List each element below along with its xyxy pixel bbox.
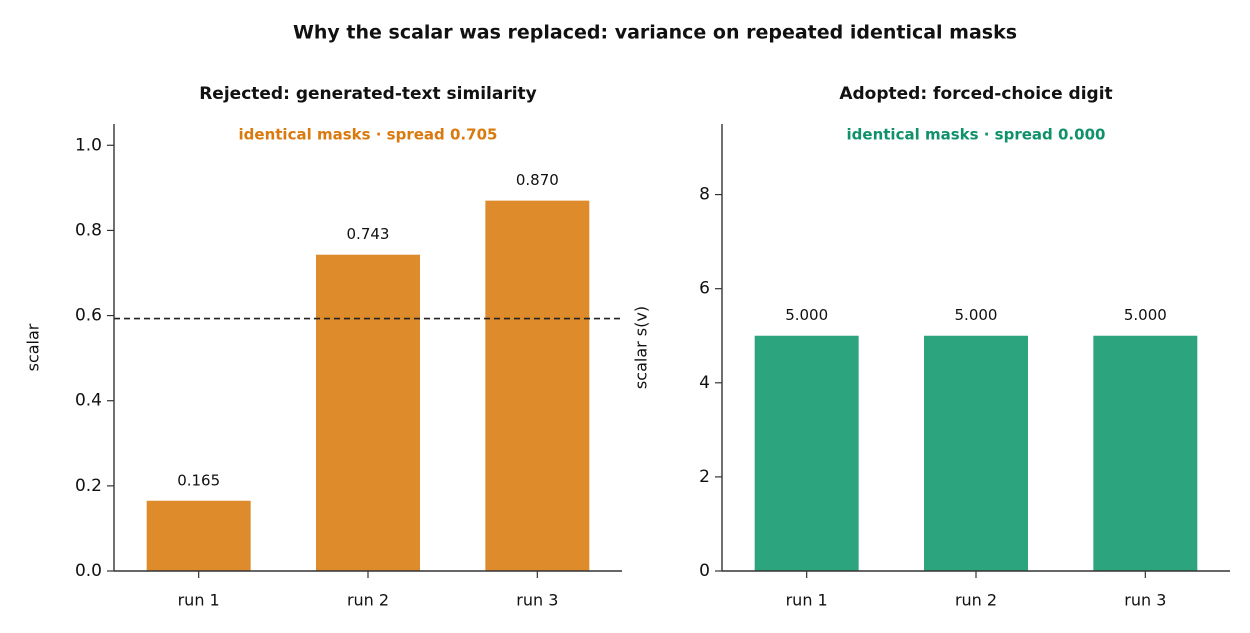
y-tick-label: 8 [699, 185, 710, 205]
y-axis-label: scalar [24, 323, 43, 371]
value-label: 5.000 [785, 306, 828, 324]
bar [485, 200, 590, 571]
y-tick-label: 0.6 [75, 306, 102, 326]
y-tick-label: 2 [699, 467, 710, 487]
bar [924, 335, 1028, 571]
y-tick-label: 0.0 [75, 561, 102, 581]
figure-title: Why the scalar was replaced: variance on… [293, 22, 1017, 44]
value-label: 5.000 [955, 306, 998, 324]
y-tick-label: 0.8 [75, 220, 102, 240]
bar [316, 254, 420, 572]
y-tick-label: 6 [699, 279, 710, 299]
y-tick-label: 1.0 [75, 135, 102, 155]
y-tick-label: 4 [699, 373, 710, 393]
x-tick-label: run 2 [955, 591, 997, 610]
x-tick-label: run 3 [516, 591, 558, 610]
y-tick-label: 0 [699, 561, 710, 581]
value-label: 0.870 [516, 171, 559, 189]
y-tick-label: 0.2 [75, 476, 102, 496]
x-tick-label: run 3 [1124, 591, 1166, 610]
bar [754, 335, 859, 571]
value-label: 5.000 [1124, 306, 1167, 324]
x-tick-label: run 1 [178, 591, 220, 610]
value-label: 0.743 [347, 225, 390, 243]
panel-title: Adopted: forced-choice digit [839, 84, 1112, 104]
annotation: identical masks · spread 0.705 [239, 126, 498, 144]
annotation: identical masks · spread 0.000 [847, 126, 1106, 144]
x-tick-label: run 2 [347, 591, 389, 610]
y-tick-label: 0.4 [75, 391, 102, 411]
bar [1093, 335, 1198, 571]
y-axis-label: scalar s(v) [632, 306, 651, 389]
panel-title: Rejected: generated-text similarity [199, 84, 537, 104]
x-tick-label: run 1 [786, 591, 828, 610]
bar [146, 500, 251, 571]
value-label: 0.165 [177, 471, 220, 489]
